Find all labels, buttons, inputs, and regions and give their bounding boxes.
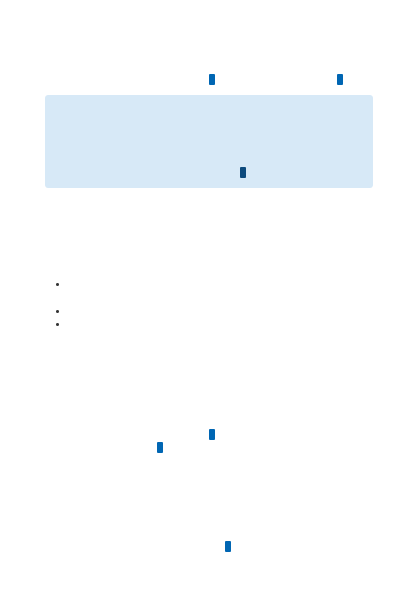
body-link-1[interactable]: [209, 429, 215, 440]
header-link-1[interactable]: [209, 74, 215, 85]
bullet-icon: [56, 310, 59, 313]
bullet-icon: [56, 323, 59, 326]
list-item: [50, 319, 70, 329]
list-item: [50, 279, 70, 289]
body-link-2[interactable]: [157, 442, 163, 453]
header-link-2[interactable]: [337, 74, 343, 85]
footer-link[interactable]: [225, 541, 231, 552]
notice-link[interactable]: [240, 167, 246, 178]
list-item: [50, 306, 70, 316]
bullet-icon: [56, 283, 59, 286]
info-notice-box: [45, 95, 373, 188]
